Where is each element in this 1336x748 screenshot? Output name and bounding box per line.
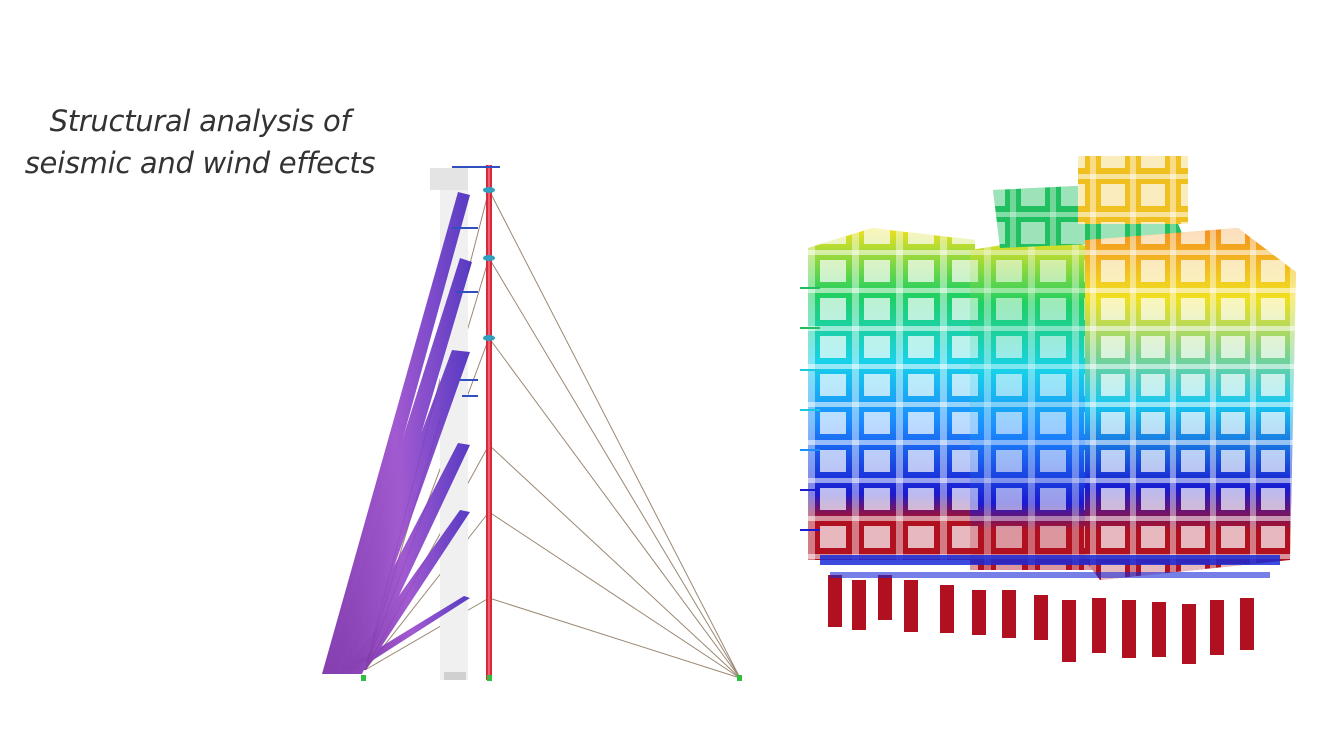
stay-bands xyxy=(322,192,472,674)
caption-line-2: seismic and wind effects xyxy=(24,146,376,180)
base-beams xyxy=(820,555,1280,578)
caption-line-1: Structural analysis of xyxy=(49,104,351,138)
building-frame-model xyxy=(800,156,1296,664)
foundation-piles xyxy=(828,575,1254,664)
building-block-upper xyxy=(993,156,1188,248)
building-block-right xyxy=(1085,228,1296,580)
floor-edges xyxy=(800,287,820,531)
building-block-left xyxy=(808,228,975,560)
support-nodes xyxy=(361,675,742,681)
mast xyxy=(452,165,500,680)
mast-cable-model xyxy=(322,165,742,681)
building-block-center xyxy=(970,236,1095,570)
figure-caption: Structural analysis of seismic and wind … xyxy=(0,100,400,184)
